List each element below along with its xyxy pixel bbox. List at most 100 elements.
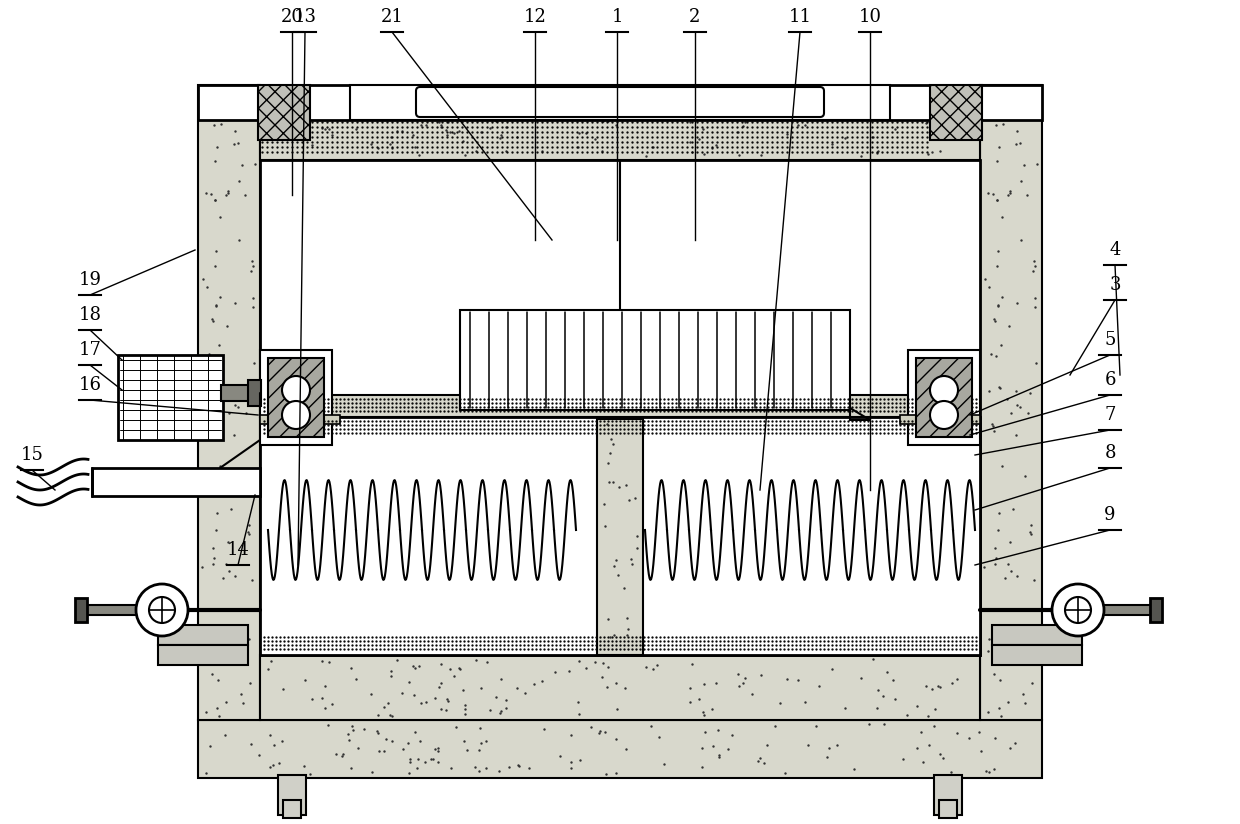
Point [750, 751, 770, 764]
Point [728, 667, 748, 681]
Point [616, 611, 636, 625]
Point [224, 138, 244, 151]
Point [404, 689, 424, 702]
Point [641, 719, 661, 733]
Point [244, 357, 264, 370]
Point [987, 194, 1007, 207]
Point [206, 260, 226, 273]
Circle shape [149, 597, 175, 623]
Point [362, 765, 382, 779]
Point [259, 728, 279, 742]
Text: 7: 7 [1105, 406, 1116, 424]
Point [315, 122, 335, 135]
Point [735, 115, 755, 129]
Point [379, 138, 399, 151]
Point [376, 732, 396, 745]
Point [446, 721, 466, 734]
Point [202, 312, 222, 325]
Point [428, 756, 448, 769]
Point [241, 265, 260, 278]
Point [469, 743, 489, 756]
Point [218, 185, 238, 198]
Point [374, 700, 394, 714]
Point [269, 756, 289, 770]
Point [606, 119, 626, 132]
Point [206, 194, 226, 207]
Point [702, 702, 722, 715]
Circle shape [1065, 597, 1091, 623]
Point [585, 133, 605, 146]
Point [986, 349, 1006, 363]
Point [582, 720, 601, 733]
Point [991, 382, 1011, 395]
Point [206, 244, 226, 257]
Point [595, 767, 615, 780]
Point [986, 731, 1006, 744]
Point [983, 627, 1003, 640]
Point [930, 680, 950, 693]
Point [598, 612, 618, 625]
Point [200, 417, 219, 430]
Point [925, 113, 945, 126]
Point [1008, 96, 1028, 110]
Point [988, 244, 1008, 257]
Bar [930, 85, 982, 140]
Bar [980, 85, 1042, 720]
Point [708, 723, 728, 737]
Point [471, 736, 491, 749]
Point [239, 519, 259, 532]
Point [368, 726, 388, 739]
Point [681, 696, 701, 709]
Point [238, 386, 258, 399]
Point [986, 315, 1006, 328]
Point [507, 682, 527, 695]
Point [942, 677, 962, 690]
Bar [74, 598, 87, 622]
Point [382, 665, 402, 678]
Point [988, 298, 1008, 311]
Point [569, 754, 589, 767]
Point [205, 119, 224, 132]
Point [508, 760, 528, 773]
Point [867, 147, 887, 160]
Point [455, 699, 475, 712]
Point [644, 140, 663, 153]
Bar [258, 85, 310, 140]
Point [229, 175, 249, 188]
Point [585, 655, 605, 668]
Point [999, 186, 1019, 199]
Point [249, 748, 269, 761]
Point [999, 320, 1019, 333]
Point [226, 296, 246, 309]
Point [706, 138, 725, 152]
Point [748, 754, 768, 767]
Point [986, 557, 1006, 570]
Point [469, 765, 489, 778]
Point [382, 709, 402, 723]
Point [232, 158, 252, 171]
Point [601, 432, 621, 445]
Point [1024, 573, 1044, 586]
Point [244, 158, 264, 171]
Point [960, 732, 980, 745]
Point [1023, 265, 1043, 278]
Point [432, 119, 451, 132]
Point [496, 120, 516, 133]
Point [993, 117, 1013, 130]
Point [207, 300, 227, 313]
Point [893, 752, 913, 765]
Bar [992, 625, 1083, 645]
Point [589, 726, 609, 739]
Point [990, 701, 1009, 714]
Point [407, 761, 427, 775]
Point [1021, 386, 1040, 399]
Point [440, 662, 460, 676]
Point [600, 446, 620, 459]
Bar [248, 380, 260, 406]
Text: 11: 11 [789, 8, 811, 26]
Point [523, 677, 543, 691]
Point [908, 699, 928, 712]
Point [1012, 100, 1032, 113]
Point [430, 658, 450, 671]
Point [735, 672, 755, 685]
